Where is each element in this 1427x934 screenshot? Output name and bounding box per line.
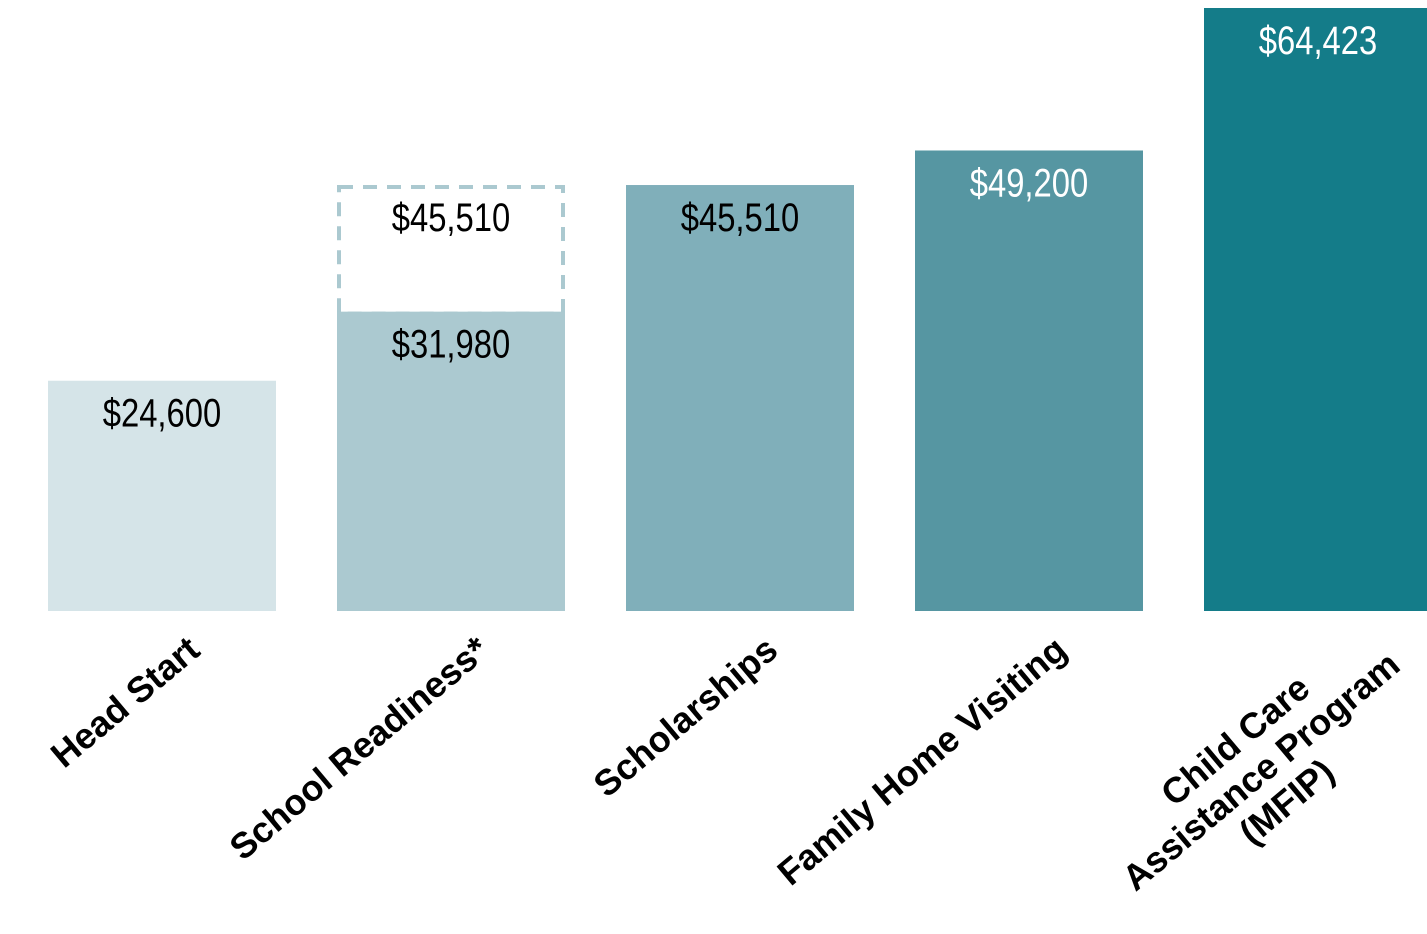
value-label: $49,200 <box>970 160 1089 205</box>
value-label: $24,600 <box>103 391 222 436</box>
x-tick-label: Child CareAssistance Program(MFIP) <box>1089 613 1427 929</box>
bar <box>337 311 565 611</box>
bar <box>1204 8 1427 611</box>
value-label: $64,423 <box>1259 18 1378 63</box>
bar <box>915 150 1143 611</box>
x-tick-label: School Readiness* <box>222 628 497 868</box>
dashed-value-label: $45,510 <box>392 195 511 240</box>
value-label: $45,510 <box>681 195 800 240</box>
x-tick-label: Family Home Visiting <box>769 628 1074 893</box>
bar <box>626 185 854 612</box>
bar <box>48 380 276 611</box>
value-label: $31,980 <box>392 322 511 367</box>
x-tick-label: Head Start <box>43 628 207 775</box>
x-tick-label: Scholarships <box>586 628 786 805</box>
x-tick-label-line: Assistance Program <box>1114 643 1407 898</box>
